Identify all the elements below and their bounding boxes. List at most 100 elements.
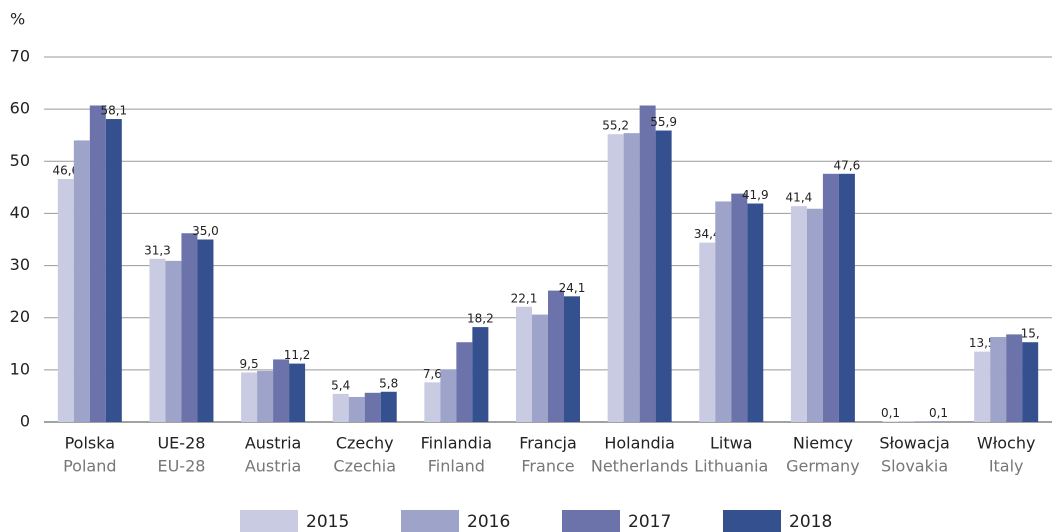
x-tick-label: Włochy [977,434,1036,453]
data-label: 55,9 [650,115,677,129]
bar [73,140,90,422]
bar [181,233,198,422]
data-label: 58,1 [100,104,127,118]
x-tick-label-en: Italy [989,457,1024,476]
data-label: 35,0 [192,224,219,238]
x-tick-label-en: Lithuania [694,457,768,476]
bar [564,296,580,422]
bar [607,134,624,422]
x-tick-label: Francja [519,434,577,453]
bar [516,306,532,422]
data-label: 11,2 [284,348,311,362]
y-axis-label: % [10,10,25,29]
legend-label: 2016 [467,512,510,532]
bar [380,391,397,422]
legend-label: 2017 [628,512,671,532]
data-label: 5,8 [379,376,398,390]
bar [532,314,548,422]
x-tick-label: UE-28 [157,434,205,453]
bar [990,337,1007,422]
x-tick-label: Finlandia [421,434,492,453]
x-tick-label-en: Germany [786,457,860,476]
data-label: 55,2 [602,119,629,133]
bar [715,201,732,422]
y-tick-label: 30 [10,255,30,274]
bar [57,179,74,422]
legend-swatch [240,510,298,532]
bar [822,173,839,422]
bar [731,193,748,422]
bar [655,130,672,422]
legend-swatch [401,510,459,532]
x-tick-label-en: Austria [245,457,302,476]
bar [930,421,947,422]
bar [89,105,106,422]
bar [699,242,716,422]
x-tick-label: Austria [245,434,302,453]
bar [838,173,855,422]
bar [149,258,166,422]
bar [472,327,489,422]
data-label: 0,1 [929,406,948,420]
bar [639,105,656,422]
data-label: 34,4 [694,227,721,241]
bar [898,421,915,422]
x-tick-label: Słowacja [879,434,949,453]
bar [348,396,365,422]
y-tick-label: 20 [10,307,30,326]
data-label: 9,5 [240,357,259,371]
x-tick-label-en: Slovakia [881,457,948,476]
data-label: 46,6 [52,164,79,178]
x-tick-label: Litwa [710,434,753,453]
x-tick-label-en: Netherlands [591,457,689,476]
bar [105,119,122,423]
x-tick-label: Czechy [336,434,394,453]
bar [1022,342,1039,422]
y-tick-label: 60 [10,99,30,118]
bar [273,359,290,422]
bar [548,290,564,422]
bar [165,260,182,422]
bar [747,203,764,422]
x-tick-label: Holandia [604,434,675,453]
bar [790,206,807,422]
bar [364,392,381,422]
data-label: 13,5 [969,336,996,350]
data-label: 24,1 [559,281,586,295]
x-tick-label-en: Finland [428,457,485,476]
legend-swatch [562,510,620,532]
y-tick-label: 0 [20,412,30,431]
data-label: 18,2 [467,312,494,326]
x-tick-label-en: France [521,457,574,476]
data-label: 41,4 [786,191,813,205]
bar [974,351,991,422]
bar [623,133,640,422]
data-label: 47,6 [834,158,861,172]
bar [1006,334,1023,422]
bar [456,342,473,422]
data-label: 5,4 [331,378,350,392]
bar [332,393,349,422]
data-label: 0,1 [881,406,900,420]
x-tick-label-en: Czechia [333,457,396,476]
y-tick-label: 10 [10,359,30,378]
x-tick-label-en: Poland [63,457,116,476]
y-tick-label: 70 [10,47,30,66]
data-label: 31,3 [144,243,171,257]
bar [440,369,457,422]
bar [257,370,274,422]
legend-label: 2018 [789,512,832,532]
y-tick-label: 40 [10,203,30,222]
legend-swatch [723,510,781,532]
data-label: 22,1 [511,291,538,305]
bar [882,421,899,422]
legend-label: 2015 [306,512,349,532]
bar [197,239,214,422]
data-label: 7,6 [423,367,442,381]
bar [424,382,441,422]
x-tick-label: Niemcy [793,434,853,453]
bar [806,208,823,422]
bar [241,372,258,422]
y-tick-label: 50 [10,151,30,170]
